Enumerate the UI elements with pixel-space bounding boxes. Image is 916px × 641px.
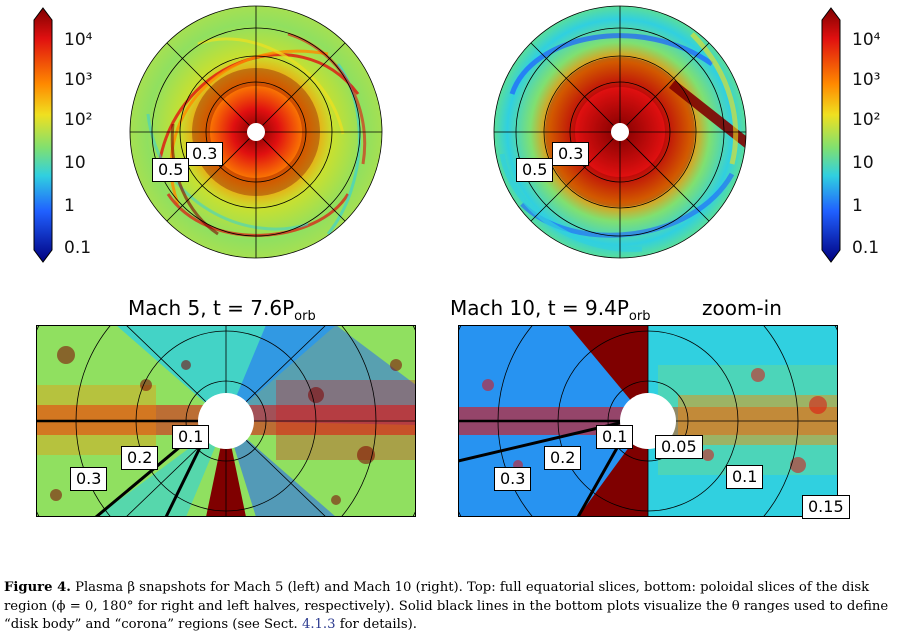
bottom-right-label-right-0p05: 0.05	[655, 435, 703, 459]
equatorial-slice-mach10	[493, 5, 747, 259]
bottom-right-title: Mach 10, t = 9.4Porb	[450, 296, 651, 324]
caption-text-2: for details).	[335, 617, 417, 632]
top-left-label-0p5: 0.5	[152, 158, 190, 182]
bottom-left-label-0p2: 0.2	[121, 446, 159, 470]
cbar-left-tick-1e3: 10³	[64, 70, 93, 90]
figure-caption: Figure 4. Plasma β snapshots for Mach 5 …	[4, 579, 912, 635]
top-right-label-0p5: 0.5	[516, 158, 554, 182]
colorbar-left	[33, 7, 53, 263]
bottom-left-label-0p3: 0.3	[70, 467, 108, 491]
bottom-right-label-left-0p3: 0.3	[494, 467, 532, 491]
cbar-right-tick-1e3: 10³	[852, 70, 881, 90]
poloidal-slice-mach5	[36, 325, 416, 517]
cbar-left-tick-0p1: 0.1	[64, 238, 92, 258]
cbar-left-tick-1e4: 10⁴	[64, 30, 93, 50]
bottom-right-label-right-0p1: 0.1	[726, 465, 764, 489]
cbar-right-tick-1e4: 10⁴	[852, 30, 881, 50]
poloidal-slice-mach10	[458, 325, 838, 517]
cbar-right-tick-1: 1	[852, 196, 863, 216]
cbar-right-tick-1e2: 10²	[852, 110, 881, 130]
equatorial-slice-mach5	[129, 5, 383, 259]
bottom-left-label-0p1: 0.1	[172, 425, 210, 449]
cbar-left-tick-1e2: 10²	[64, 110, 93, 130]
top-right-label-0p3: 0.3	[552, 142, 590, 166]
colorbar-right	[821, 7, 841, 263]
cbar-left-tick-1: 1	[64, 196, 75, 216]
caption-text-1: Plasma β snapshots for Mach 5 (left) and…	[4, 580, 889, 632]
cbar-left-tick-10: 10	[64, 153, 86, 173]
caption-label: Figure 4.	[4, 580, 71, 595]
zoom-in-label: zoom-in	[702, 296, 782, 320]
bottom-left-title: Mach 5, t = 7.6Porb	[128, 296, 316, 324]
top-left-label-0p3: 0.3	[186, 142, 224, 166]
caption-section-link[interactable]: 4.1.3	[301, 617, 336, 632]
cbar-right-tick-10: 10	[852, 153, 874, 173]
bottom-right-label-left-0p1: 0.1	[596, 425, 634, 449]
bottom-right-label-right-0p15: 0.15	[802, 495, 850, 519]
bottom-right-label-left-0p2: 0.2	[544, 446, 582, 470]
cbar-right-tick-0p1: 0.1	[852, 238, 880, 258]
